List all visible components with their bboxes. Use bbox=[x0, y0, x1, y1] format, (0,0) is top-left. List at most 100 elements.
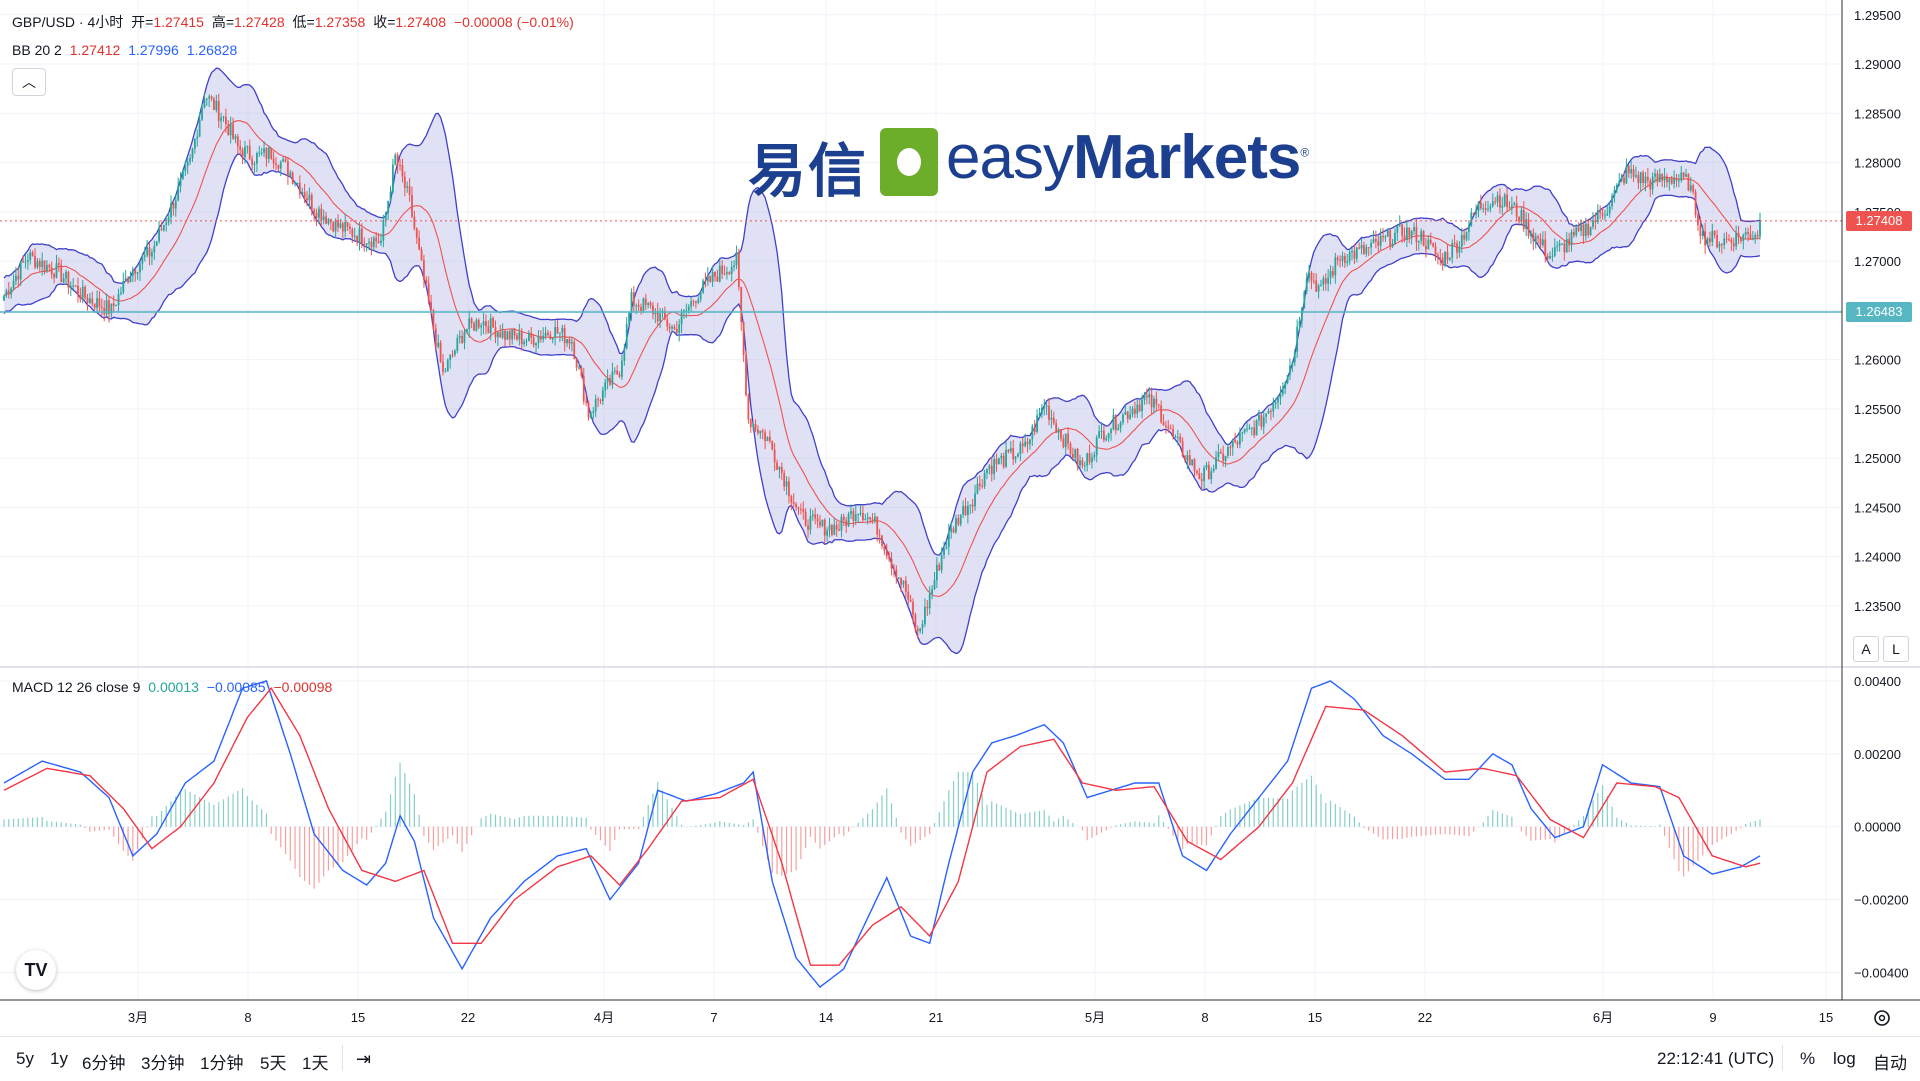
symbol-legend[interactable]: GBP/USD · 4小时 开=1.27415 高=1.27428 低=1.27… bbox=[12, 12, 578, 32]
candle-body bbox=[754, 423, 757, 430]
candle-body bbox=[1272, 403, 1275, 412]
price-tick-label: 1.25000 bbox=[1854, 451, 1901, 466]
candle-body bbox=[902, 580, 905, 585]
candle-body bbox=[1675, 178, 1678, 181]
macd-label[interactable]: MACD 12 26 close 9 bbox=[12, 679, 141, 695]
candle-body bbox=[1341, 255, 1344, 261]
candle-body bbox=[976, 483, 979, 494]
candle-body bbox=[592, 411, 595, 414]
candle-body bbox=[1334, 257, 1337, 276]
candle-body bbox=[1248, 427, 1251, 429]
candle-body bbox=[1100, 430, 1103, 432]
candle-body bbox=[890, 558, 893, 569]
chart-canvas[interactable]: 1.295001.290001.285001.280001.275001.270… bbox=[0, 0, 1920, 1036]
price-axis[interactable]: 1.295001.290001.285001.280001.275001.270… bbox=[1854, 8, 1901, 614]
candle-body bbox=[1355, 247, 1358, 259]
macd-axis[interactable]: 0.00400 0.00200 0.00000 −0.00200 −0.00400 bbox=[1854, 674, 1909, 981]
candle-body bbox=[573, 341, 576, 359]
time-tick-label: 15 bbox=[1819, 1010, 1833, 1025]
candle-body bbox=[201, 107, 203, 120]
candle-body bbox=[1169, 428, 1172, 430]
candle-body bbox=[692, 301, 695, 303]
candle-body bbox=[1145, 395, 1148, 398]
timeframe-1min[interactable]: 1分钟 bbox=[200, 1054, 244, 1073]
bb-label[interactable]: BB 20 2 bbox=[12, 42, 62, 58]
candle-body bbox=[55, 263, 58, 278]
candle-body bbox=[1191, 459, 1194, 466]
candle-body bbox=[559, 332, 561, 334]
candle-body bbox=[1229, 447, 1232, 449]
candle-body bbox=[248, 146, 251, 159]
candle-body bbox=[833, 524, 836, 535]
timeframe-5d[interactable]: 5天 bbox=[260, 1054, 287, 1073]
candle-body bbox=[449, 354, 452, 361]
candle-body bbox=[1317, 285, 1320, 292]
candle-body bbox=[1429, 239, 1432, 244]
candle-body bbox=[1506, 194, 1508, 207]
candle-body bbox=[251, 158, 254, 165]
candle-body bbox=[1114, 414, 1117, 431]
low-label: 低= bbox=[292, 14, 315, 30]
candle-body bbox=[1468, 225, 1470, 232]
candle-body bbox=[253, 163, 256, 165]
candle-body bbox=[1382, 235, 1384, 238]
candle-body bbox=[1456, 243, 1458, 253]
auto-scale-button[interactable]: A bbox=[1853, 636, 1879, 662]
percent-toggle[interactable]: % bbox=[1800, 1049, 1816, 1068]
candle-body bbox=[1322, 278, 1325, 285]
candle-body bbox=[430, 301, 432, 311]
time-axis[interactable]: 3月 8 15 22 4月 7 14 21 5月 8 15 22 6月 9 15 bbox=[128, 1010, 1833, 1025]
candle-body bbox=[454, 350, 456, 355]
candle-body bbox=[389, 192, 392, 201]
symbol-title[interactable]: GBP/USD · 4小时 bbox=[12, 14, 124, 30]
timeframe-1d[interactable]: 1天 bbox=[302, 1054, 329, 1073]
candle-body bbox=[174, 200, 177, 209]
candle-body bbox=[1174, 436, 1177, 438]
candle-body bbox=[1666, 176, 1668, 183]
candle-body bbox=[1126, 411, 1129, 419]
log-scale-button[interactable]: L bbox=[1883, 636, 1909, 662]
clock-time[interactable]: 22:12:41 (UTC) bbox=[1657, 1049, 1775, 1068]
candle-body bbox=[112, 303, 115, 306]
candle-body bbox=[1260, 414, 1263, 427]
candle-body bbox=[470, 318, 473, 323]
horizontal-level-tag[interactable]: 1.26483 bbox=[1846, 302, 1912, 322]
candle-body bbox=[539, 336, 542, 340]
candle-body bbox=[1374, 239, 1377, 242]
timeframe-3min[interactable]: 3分钟 bbox=[141, 1054, 185, 1073]
bb-legend[interactable]: BB 20 2 1.27412 1.27996 1.26828 bbox=[12, 42, 241, 58]
candle-body bbox=[26, 259, 29, 262]
candle-body bbox=[360, 228, 363, 244]
timeframe-1y[interactable]: 1y bbox=[50, 1049, 68, 1068]
candle-body bbox=[723, 273, 726, 275]
candle-body bbox=[604, 382, 607, 391]
log-toggle[interactable]: log bbox=[1833, 1049, 1856, 1068]
candle-body bbox=[518, 332, 521, 340]
macd-legend[interactable]: MACD 12 26 close 9 0.00013 −0.00085 −0.0… bbox=[12, 679, 336, 695]
candle-body bbox=[394, 154, 397, 165]
candle-body bbox=[527, 332, 530, 341]
candle-body bbox=[1212, 468, 1215, 472]
candle-body bbox=[1243, 428, 1246, 433]
bottom-toolbar: 5y 1y 6分钟 3分钟 1分钟 5天 1天 ⇥ 22:12:41 (UTC)… bbox=[0, 1036, 1920, 1081]
candle-body bbox=[768, 436, 771, 442]
candle-body bbox=[940, 555, 943, 571]
candle-body bbox=[322, 216, 325, 221]
candle-body bbox=[239, 146, 242, 150]
candle-body bbox=[830, 525, 833, 535]
candle-body bbox=[279, 161, 282, 169]
tradingview-logo-icon[interactable]: TV bbox=[16, 950, 56, 990]
candle-body bbox=[585, 401, 588, 403]
collapse-legend-button[interactable]: ︿ bbox=[12, 68, 46, 96]
candle-body bbox=[659, 313, 662, 322]
timeframe-5y[interactable]: 5y bbox=[16, 1049, 34, 1068]
auto-toggle[interactable]: 自动 bbox=[1873, 1054, 1907, 1073]
candle-body bbox=[284, 159, 287, 162]
date-range-icon[interactable]: ⇥ bbox=[356, 1049, 372, 1069]
candle-body bbox=[205, 98, 208, 100]
candle-body bbox=[1732, 242, 1735, 247]
candle-body bbox=[287, 161, 289, 177]
candle-body bbox=[1513, 203, 1516, 206]
timeframe-6min[interactable]: 6分钟 bbox=[82, 1054, 126, 1073]
settings-gear-icon[interactable] bbox=[1874, 1010, 1890, 1026]
